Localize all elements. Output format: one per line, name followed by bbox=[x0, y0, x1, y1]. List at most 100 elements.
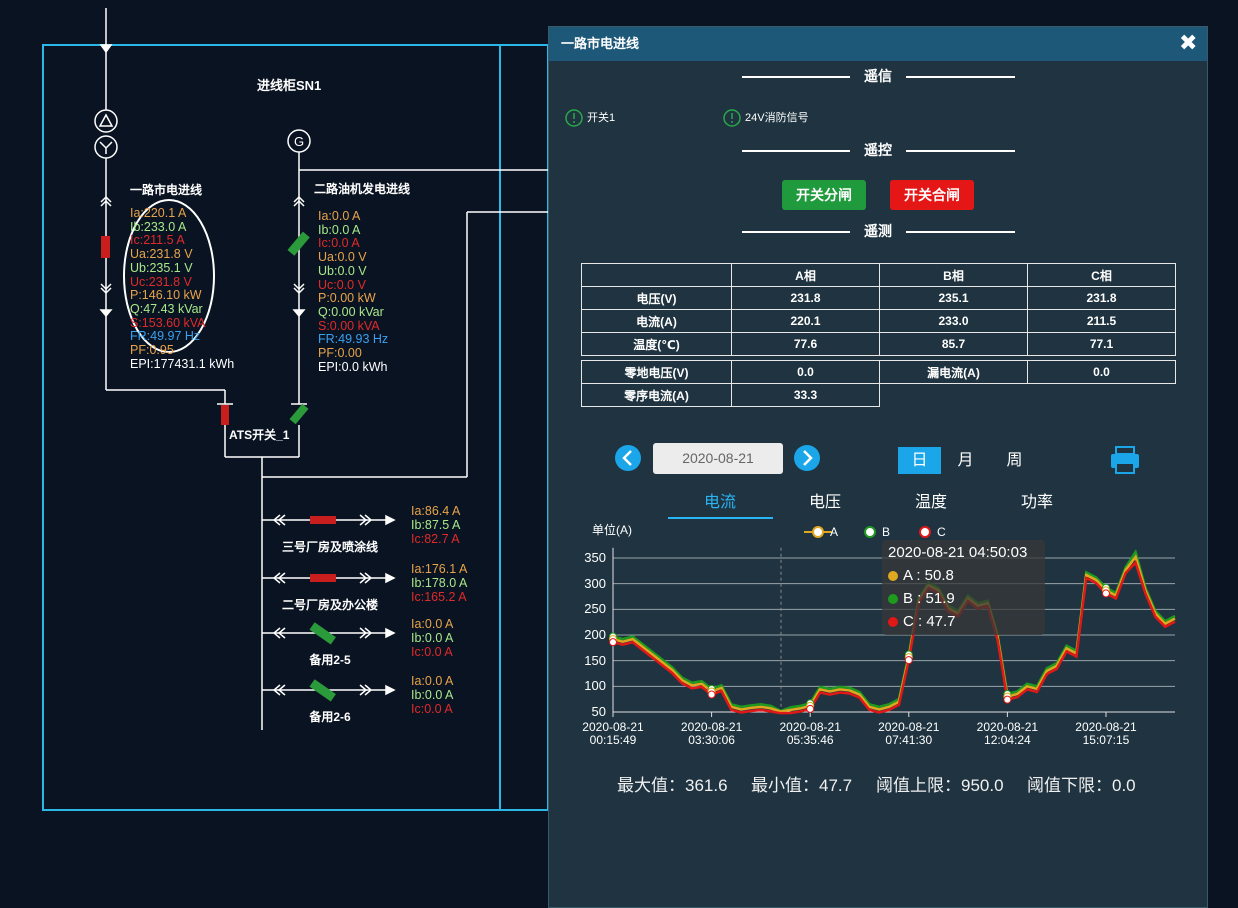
reading: PF:0.00 bbox=[318, 346, 362, 360]
tooltip-dot bbox=[888, 571, 898, 581]
period-tab[interactable]: 月 bbox=[957, 452, 974, 469]
branch-arrow bbox=[385, 684, 396, 696]
nav-button[interactable] bbox=[794, 445, 820, 471]
reading: Ia:0.0 A bbox=[411, 617, 454, 631]
breaker-closed bbox=[310, 516, 336, 524]
chart-tab[interactable]: 电压 bbox=[808, 494, 842, 511]
breaker-closed bbox=[310, 574, 336, 582]
table-cell: 33.3 bbox=[731, 383, 880, 407]
branch-symbol bbox=[272, 572, 373, 584]
reading: Uc:0.0 V bbox=[318, 277, 366, 292]
tooltip-box bbox=[882, 540, 1045, 635]
x-tick-label: 2020-08-21 07:41:30 bbox=[878, 720, 940, 747]
y-tick-label: 200 bbox=[584, 627, 606, 642]
reading: P:0.00 kW bbox=[318, 291, 376, 306]
reading: Ua:231.8 V bbox=[130, 247, 193, 262]
cabinet-title: 进线柜SN1 bbox=[257, 78, 322, 93]
tooltip-dot bbox=[888, 594, 898, 604]
reading: FR:49.97 Hz bbox=[130, 329, 201, 344]
signal-label: 开关1 bbox=[587, 112, 616, 124]
period-tab[interactable]: 日 bbox=[898, 447, 941, 474]
incomer-name: 二路油机发电进线 bbox=[314, 182, 411, 196]
series-line bbox=[612, 560, 1176, 715]
ats-breaker-closed bbox=[221, 405, 229, 425]
legend-marker bbox=[812, 526, 824, 538]
feeder-name: 备用2-5 bbox=[309, 653, 351, 667]
branch-arrow bbox=[385, 572, 396, 584]
section-title: 遥信 bbox=[864, 68, 892, 84]
reading: S:0.00 kVA bbox=[318, 318, 380, 333]
y-tick-label: 350 bbox=[584, 550, 606, 565]
reading: S:153.60 kVA bbox=[130, 315, 206, 330]
table-cell: 77.1 bbox=[1027, 332, 1176, 356]
tooltip-item: B : 51.9 bbox=[903, 590, 955, 607]
table-cell: 零序电流(A) bbox=[581, 383, 732, 407]
table-cell: 零地电压(V) bbox=[581, 360, 732, 384]
chart-tab[interactable]: 电流 bbox=[703, 494, 737, 511]
table-cell: 85.7 bbox=[879, 332, 1028, 356]
y-tick-label: 250 bbox=[584, 601, 606, 617]
table-cell: 电压(V) bbox=[581, 286, 732, 310]
table-cell: C相 bbox=[1027, 263, 1176, 287]
chart-tab[interactable]: 功率 bbox=[1020, 494, 1054, 511]
y-unit: 单位(A) bbox=[592, 523, 632, 537]
branch-arrow bbox=[385, 627, 396, 639]
breaker-closed bbox=[101, 236, 110, 258]
table-cell: 211.5 bbox=[1027, 309, 1176, 333]
branch-symbol bbox=[272, 514, 373, 526]
chart-tab[interactable]: 温度 bbox=[914, 494, 948, 511]
legend-marker bbox=[864, 526, 876, 538]
branch-symbol bbox=[272, 684, 373, 696]
nav-arrow bbox=[803, 450, 813, 466]
reading: PF:0.95 bbox=[130, 343, 174, 357]
reading: Ia:220.1 A bbox=[130, 206, 187, 220]
period-tab[interactable]: 周 bbox=[1006, 452, 1023, 469]
print-icon bbox=[1115, 446, 1135, 455]
status-icon bbox=[573, 121, 575, 123]
nav-button[interactable] bbox=[615, 445, 641, 471]
reading: Ib:0.0 A bbox=[411, 631, 454, 645]
breaker-open bbox=[309, 622, 336, 645]
table-cell: 231.8 bbox=[731, 286, 880, 310]
control-button[interactable]: 开关分闸 bbox=[782, 180, 866, 210]
section-title: 遥控 bbox=[864, 142, 892, 158]
status-icon bbox=[731, 121, 733, 123]
legend-label: C bbox=[937, 525, 946, 539]
legend-label: B bbox=[882, 525, 891, 539]
reading: Q:47.43 kVar bbox=[130, 301, 203, 316]
y-tick-label: 50 bbox=[591, 704, 606, 719]
point-marker bbox=[806, 704, 815, 713]
close-button[interactable]: ✖ bbox=[1179, 30, 1198, 55]
point-marker bbox=[609, 638, 617, 647]
tooltip-item: A : 50.8 bbox=[903, 567, 954, 584]
reading: Ic:82.7 A bbox=[411, 532, 460, 546]
table-cell: 77.6 bbox=[731, 332, 880, 356]
date-field[interactable]: 2020-08-21 bbox=[653, 443, 783, 474]
reading: Ub:0.0 V bbox=[318, 263, 367, 278]
stat: 阈值上限：950.0 bbox=[876, 776, 1004, 795]
stat: 最大值：361.6 bbox=[617, 776, 728, 795]
ats-label: ATS开关_1 bbox=[229, 428, 290, 442]
feeder-name: 三号厂房及喷涂线 bbox=[281, 540, 379, 554]
table-cell: 0.0 bbox=[731, 360, 880, 384]
reading: EPI:0.0 kWh bbox=[318, 359, 388, 374]
reading: Ia:86.4 A bbox=[411, 504, 461, 518]
reading: Ib:178.0 A bbox=[411, 576, 468, 590]
x-tick-label: 2020-08-21 15:07:15 bbox=[1075, 720, 1137, 747]
point-marker bbox=[1003, 695, 1012, 704]
tooltip-dot bbox=[888, 617, 898, 627]
legend-marker bbox=[919, 526, 931, 538]
y-tick-label: 100 bbox=[584, 678, 606, 694]
point-marker bbox=[1101, 589, 1110, 598]
point-marker bbox=[707, 690, 716, 699]
reading: Ib:87.5 A bbox=[411, 518, 461, 532]
x-tick-label: 2020-08-21 03:30:06 bbox=[680, 720, 743, 747]
feeder-name: 二号厂房及办公楼 bbox=[281, 598, 379, 612]
control-button[interactable]: 开关合闸 bbox=[890, 180, 974, 210]
y-tick-label: 300 bbox=[584, 575, 606, 591]
cabinet-frame bbox=[42, 44, 548, 811]
svg-text:G: G bbox=[294, 134, 304, 149]
print-icon bbox=[1115, 462, 1135, 474]
